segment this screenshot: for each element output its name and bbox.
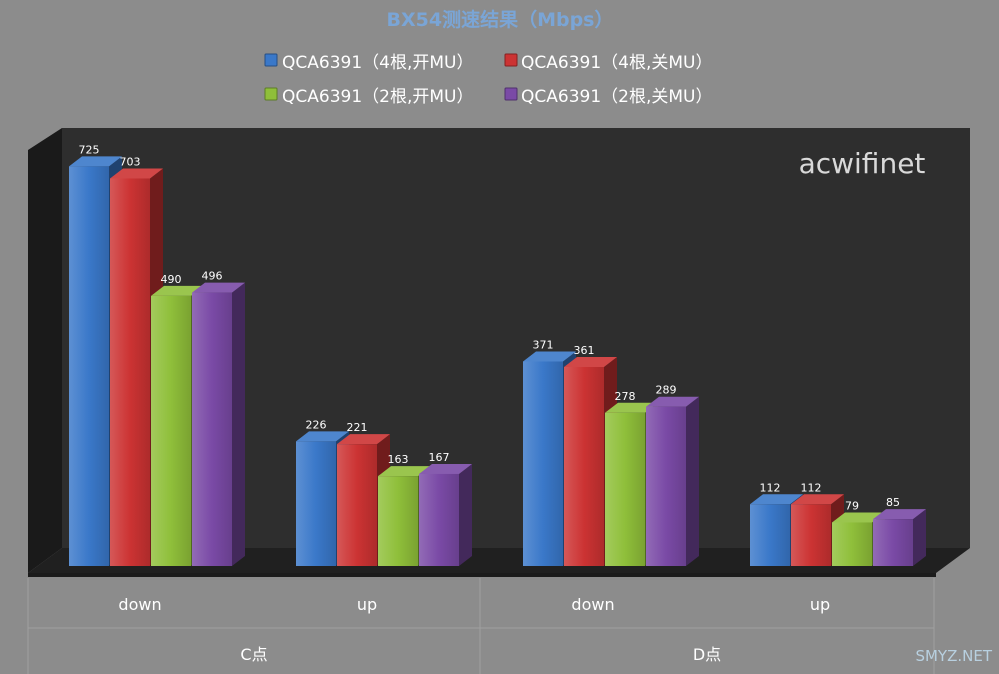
bar-front [791, 504, 831, 566]
legend-swatch [504, 87, 518, 101]
data-label: 112 [760, 481, 781, 494]
bar-side [686, 396, 699, 566]
watermark-text: acwifinet [799, 147, 926, 180]
bar-front [832, 522, 872, 566]
bar-front [605, 412, 645, 566]
data-label: 496 [202, 270, 223, 283]
bar-top [564, 356, 617, 367]
group-label: D点 [693, 645, 721, 664]
bar-front [110, 178, 150, 566]
bar-front [523, 361, 563, 566]
bar-top [192, 282, 245, 293]
bar-front [192, 292, 232, 566]
bar-front [151, 295, 191, 566]
data-label: 112 [801, 481, 822, 494]
bar-top [337, 434, 390, 445]
category-label: down [571, 595, 614, 614]
data-label: 79 [845, 499, 859, 512]
bar-front [296, 441, 336, 566]
bar-top [873, 509, 926, 520]
legend-label: QCA6391（2根,关MU） [521, 87, 712, 107]
bar-side [232, 282, 245, 566]
data-label: 361 [574, 344, 595, 357]
bar-top [523, 351, 576, 362]
category-label: up [810, 595, 830, 614]
data-label: 490 [161, 273, 182, 286]
legend-swatch [264, 87, 278, 101]
group-label: C点 [240, 645, 267, 664]
bar [419, 463, 472, 566]
bar-top [646, 396, 699, 407]
data-label: 278 [615, 390, 636, 403]
data-label: 163 [388, 453, 409, 466]
bar-front [646, 406, 686, 566]
bar-front [873, 519, 913, 566]
legend-item: QCA6391（2根,关MU） [504, 87, 712, 107]
legend: QCA6391（4根,开MU） QCA6391（4根,关MU） QCA6391（… [264, 53, 712, 107]
legend-swatch [504, 53, 518, 67]
bar [192, 282, 245, 566]
legend-item: QCA6391（4根,关MU） [504, 53, 712, 73]
bar-top [832, 512, 885, 523]
bar-side [913, 509, 926, 566]
bar-side [459, 463, 472, 566]
data-label: 725 [79, 143, 100, 156]
chart-back-wall [62, 128, 970, 548]
bar-front [69, 166, 109, 566]
legend-item: QCA6391（4根,开MU） [264, 53, 473, 73]
bar-front [378, 476, 418, 566]
bar-top [296, 431, 349, 442]
category-axis-grid [27, 578, 935, 674]
category-label: up [357, 595, 377, 614]
bars: 725 703 490 496 226 221 163 167 371 361 278 289 112 1… [69, 143, 926, 566]
bar [873, 509, 926, 566]
legend-label: QCA6391（4根,关MU） [521, 53, 712, 73]
bar-top [110, 168, 163, 179]
data-label: 703 [120, 155, 141, 168]
bar-top [791, 494, 844, 505]
bar-top [419, 463, 472, 474]
category-label: down [118, 595, 161, 614]
data-label: 371 [533, 338, 554, 351]
chart-floor-edge [28, 573, 936, 577]
bar-top [605, 402, 658, 413]
bar-front [419, 473, 459, 566]
legend-label: QCA6391（2根,开MU） [282, 87, 473, 107]
legend-swatch [264, 53, 278, 67]
bar-front [337, 444, 377, 566]
legend-label: QCA6391（4根,开MU） [282, 53, 473, 73]
bar [646, 396, 699, 566]
bar-front [564, 366, 604, 566]
bar-top [151, 285, 204, 296]
chart-title: BX54测速结果（Mbps） [387, 8, 614, 31]
data-label: 289 [656, 384, 677, 397]
chart-floor [28, 548, 970, 573]
data-label: 226 [306, 418, 327, 431]
data-label: 85 [886, 496, 900, 509]
legend-item: QCA6391（2根,开MU） [264, 87, 473, 107]
bar-front [750, 504, 790, 566]
bar-top [69, 156, 122, 167]
data-label: 221 [347, 421, 368, 434]
bar-top [750, 494, 803, 505]
source-mark: SMYZ.NET [915, 647, 992, 665]
data-label: 167 [429, 451, 450, 464]
bar-top [378, 466, 431, 477]
chart-side-wall [28, 128, 62, 573]
